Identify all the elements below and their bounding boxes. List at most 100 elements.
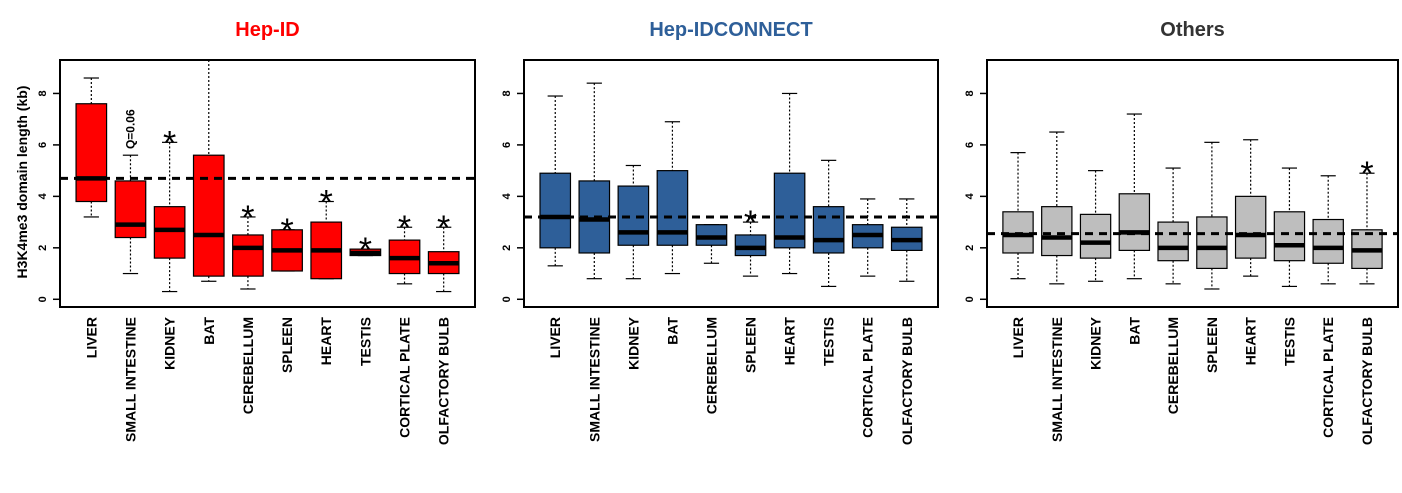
chart-panel-3: Others 0 2 4 6 8 LIVER SMALL INTESTINE KIDNEY BAT…	[964, 19, 1399, 445]
y-tick-label: 2	[964, 245, 976, 251]
y-tick-label: 8	[964, 90, 976, 96]
significance-star: *	[359, 231, 372, 269]
box-small-intestine: Q=0.06	[114, 109, 147, 275]
significance-star: *	[320, 184, 333, 222]
significance-star: *	[1360, 155, 1373, 193]
box-cortical-plate: *	[388, 209, 421, 285]
x-tick-label: BAT	[201, 317, 217, 345]
box-olfactory-bulb: *	[1351, 155, 1383, 285]
box-heart	[1234, 139, 1267, 277]
box-spleen: *	[734, 204, 767, 277]
significance-star: *	[241, 199, 254, 237]
x-tick-label: LIVER	[83, 317, 99, 358]
x-tick-label: TESTIS	[357, 317, 373, 366]
box-body	[1273, 211, 1306, 262]
y-tick-label: 8	[37, 90, 49, 96]
box-kidney	[617, 164, 650, 280]
x-tick-label: OLFACTORY BULB	[436, 317, 452, 445]
box-liver	[539, 95, 572, 267]
plot-frame	[523, 59, 939, 308]
box-liver	[1002, 152, 1034, 280]
box-body	[695, 224, 728, 246]
x-tick-label: HEART	[782, 317, 798, 366]
box-body	[1196, 216, 1228, 270]
box-body	[539, 172, 572, 249]
x-tick-label: SMALL INTESTINE	[586, 317, 602, 442]
box-testis: *	[349, 231, 382, 269]
x-tick-label: SMALL INTESTINE	[1049, 317, 1065, 442]
box-olfactory-bulb: *	[427, 209, 460, 293]
y-tick-label: 6	[501, 142, 513, 148]
box-body	[1079, 213, 1112, 259]
chart-title: Others	[1160, 19, 1224, 41]
box-kidney: *	[153, 124, 186, 293]
x-tick-label: LIVER	[1010, 317, 1026, 358]
x-tick-label: SMALL INTESTINE	[122, 317, 138, 442]
box-cortical-plate	[851, 198, 884, 277]
x-tick-label: CEREBELLUM	[1165, 317, 1181, 414]
y-axis-label: H3K4me3 domain length (kb)	[14, 86, 30, 279]
x-tick-label: BAT	[664, 317, 680, 345]
chart-title: Hep-IDCONNECT	[649, 19, 812, 41]
y-tick-label: 8	[501, 90, 513, 96]
x-tick-label: CEREBELLUM	[703, 317, 719, 414]
box-spleen: *	[271, 212, 303, 272]
box-liver	[75, 77, 108, 218]
y-tick-label: 4	[37, 192, 49, 199]
x-tick-label: KIDNEY	[162, 316, 178, 370]
x-tick-label: HEART	[1243, 317, 1259, 366]
box-body	[114, 180, 147, 239]
box-heart	[773, 92, 806, 275]
y-tick-label: 6	[37, 142, 49, 148]
significance-star: *	[163, 124, 176, 162]
box-cortical-plate	[1312, 175, 1344, 285]
box-cerebellum: *	[232, 199, 264, 290]
box-testis	[1273, 167, 1306, 288]
box-body	[75, 103, 108, 203]
y-tick-label: 4	[501, 192, 513, 199]
box-olfactory-bulb	[890, 198, 923, 282]
box-bat	[656, 121, 689, 275]
x-tick-label: CORTICAL PLATE	[860, 317, 876, 438]
box-body	[153, 206, 186, 259]
box-body	[1312, 218, 1344, 264]
y-tick-label: 0	[37, 296, 49, 302]
box-body	[1118, 193, 1151, 251]
significance-star: *	[744, 204, 757, 242]
box-body	[192, 154, 225, 277]
x-tick-label: CORTICAL PLATE	[397, 317, 413, 438]
box-cerebellum	[695, 224, 728, 264]
x-tick-label: CORTICAL PLATE	[1320, 317, 1336, 438]
box-small-intestine	[578, 82, 611, 280]
significance-star: *	[398, 209, 411, 247]
y-tick-label: 2	[501, 245, 513, 251]
x-tick-label: TESTIS	[821, 317, 837, 366]
box-kidney	[1079, 170, 1112, 282]
x-tick-label: SPLEEN	[1204, 317, 1220, 373]
box-body	[812, 206, 845, 254]
x-tick-label: OLFACTORY BULB	[899, 317, 915, 445]
x-tick-label: CEREBELLUM	[240, 317, 256, 414]
x-tick-label: OLFACTORY BULB	[1359, 317, 1375, 445]
x-tick-label: LIVER	[547, 317, 563, 358]
y-tick-label: 0	[964, 296, 976, 302]
chart-panel-1: Hep-ID 0 2 4 6 8 LIVER Q=0.06 SMALL INTESTINE * KI…	[37, 19, 476, 445]
box-body	[1041, 206, 1073, 257]
chart-title: Hep-ID	[235, 19, 299, 41]
box-heart: *	[310, 184, 343, 280]
box-body	[232, 234, 264, 277]
x-tick-label: HEART	[318, 317, 334, 366]
box-testis	[812, 159, 845, 288]
x-tick-label: KIDNEY	[1088, 316, 1104, 370]
y-tick-label: 4	[964, 192, 976, 199]
box-bat	[192, 59, 225, 282]
box-cerebellum	[1157, 167, 1189, 285]
significance-star: *	[437, 209, 450, 247]
y-tick-label: 0	[501, 296, 513, 302]
x-tick-label: SPLEEN	[743, 317, 759, 373]
box-small-intestine	[1041, 131, 1073, 285]
plot-frame	[986, 59, 1399, 308]
box-spleen	[1196, 141, 1228, 290]
